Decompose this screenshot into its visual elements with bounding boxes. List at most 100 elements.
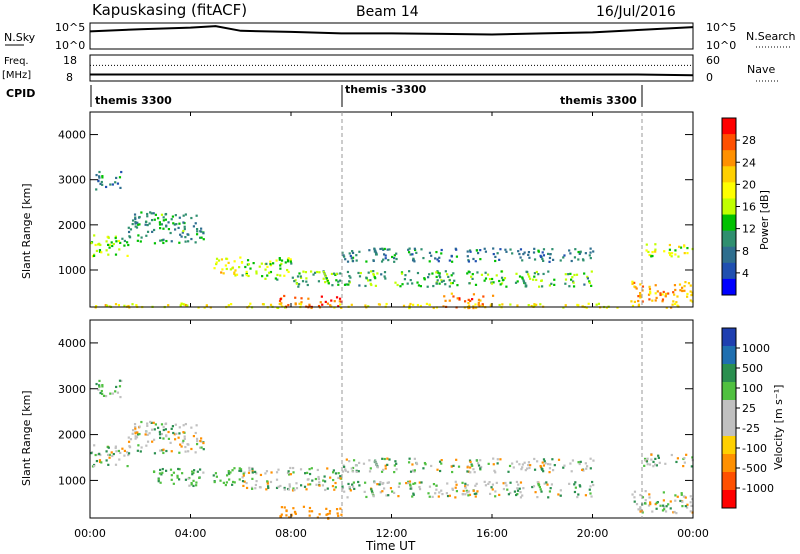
power-cell: [338, 279, 342, 282]
power-cell: [501, 303, 504, 306]
velocity-cell: [435, 488, 438, 491]
velocity-cell: [198, 468, 202, 471]
power-cell: [472, 306, 475, 310]
velocity-cell: [450, 465, 453, 468]
velocity-cell: [479, 467, 482, 470]
velocity-cell: [684, 505, 687, 508]
power-cell: [205, 304, 208, 307]
velocity-cell: [170, 474, 173, 477]
velocity-cell: [550, 483, 554, 486]
power-cell: [340, 306, 343, 310]
velocity-cell: [146, 424, 149, 427]
power-cell: [115, 240, 118, 243]
cpid-segment-1: themis 3300: [95, 94, 172, 107]
power-cell: [474, 306, 478, 309]
velocity-cell: [431, 495, 434, 498]
velocity-cell: [285, 514, 288, 517]
power-cell: [287, 257, 290, 260]
power-cell: [158, 223, 162, 226]
velocity-cell: [138, 425, 141, 428]
velocity-cell: [440, 459, 443, 462]
velocity-cell: [119, 451, 122, 455]
power-cell: [537, 250, 540, 253]
velocity-ytick-label: 2000: [58, 429, 86, 442]
velocity-cell: [233, 481, 236, 484]
velocity-cell: [424, 463, 427, 466]
velocity-cell: [430, 464, 433, 468]
power-cell: [393, 257, 396, 260]
velocity-cell: [308, 514, 311, 517]
power-cell: [492, 247, 495, 250]
power-cell: [673, 293, 676, 296]
velocity-cell: [652, 465, 655, 468]
velocity-cell: [471, 464, 474, 467]
power-cell: [595, 303, 598, 306]
velocity-cell: [245, 481, 248, 485]
power-cell: [265, 262, 268, 265]
power-cell: [597, 302, 601, 305]
power-cell: [676, 295, 679, 298]
power-cell: [582, 259, 585, 262]
power-cell: [94, 243, 97, 247]
velocity-cell: [115, 450, 118, 453]
power-cell: [438, 272, 441, 275]
power-cell: [294, 296, 297, 299]
velocity-cell: [289, 473, 292, 476]
velocity-cell: [328, 509, 332, 513]
velocity-cell: [648, 496, 651, 499]
power-cell: [528, 256, 531, 259]
velocity-cell: [536, 496, 539, 499]
power-cell: [444, 283, 447, 286]
power-cell: [484, 250, 488, 253]
velocity-cell: [662, 505, 666, 509]
velocity-cell: [452, 464, 455, 467]
power-cell: [348, 280, 351, 283]
velocity-cell: [568, 482, 571, 485]
power-cell: [589, 256, 592, 260]
velocity-cell: [165, 469, 168, 472]
x-tick-label: 12:00: [376, 527, 408, 540]
velocity-cell: [548, 471, 551, 474]
power-cell: [384, 257, 387, 260]
power-cell: [661, 298, 665, 301]
velocity-cell: [170, 450, 173, 453]
power-cell: [450, 255, 453, 258]
power-cell: [438, 256, 441, 259]
velocity-cell: [528, 466, 531, 470]
power-colorbar-swatch: [722, 262, 736, 280]
velocity-cell: [291, 489, 295, 492]
velocity-cell: [134, 435, 137, 438]
power-cell: [196, 230, 199, 233]
velocity-cell: [336, 512, 339, 515]
velocity-cell: [509, 481, 512, 484]
power-colorbar-tick-label: 8: [742, 245, 749, 258]
velocity-cell: [533, 457, 536, 461]
velocity-cell: [669, 500, 672, 503]
power-cell: [572, 281, 575, 284]
velocity-cell: [129, 438, 133, 441]
velocity-cell: [409, 484, 412, 487]
power-cell: [471, 298, 474, 301]
velocity-cell: [164, 428, 167, 431]
velocity-cell: [371, 490, 374, 493]
velocity-cell: [170, 427, 173, 430]
power-cell: [101, 176, 104, 179]
velocity-cell: [689, 501, 692, 504]
velocity-cell: [585, 467, 588, 470]
station-title: Kapuskasing (fitACF): [92, 1, 247, 19]
velocity-cell: [162, 425, 165, 429]
power-cell: [347, 283, 350, 286]
velocity-cell: [455, 483, 458, 486]
power-cell: [521, 259, 524, 262]
power-cell: [90, 241, 93, 245]
velocity-cell: [288, 516, 291, 519]
noise-series: [89, 25, 694, 36]
power-colorbar-swatch: [722, 246, 736, 264]
velocity-cell: [126, 464, 129, 468]
power-cell: [157, 217, 160, 220]
velocity-cell: [309, 483, 312, 486]
velocity-cell: [200, 446, 203, 449]
power-cell: [327, 282, 330, 285]
power-cell: [411, 259, 415, 262]
